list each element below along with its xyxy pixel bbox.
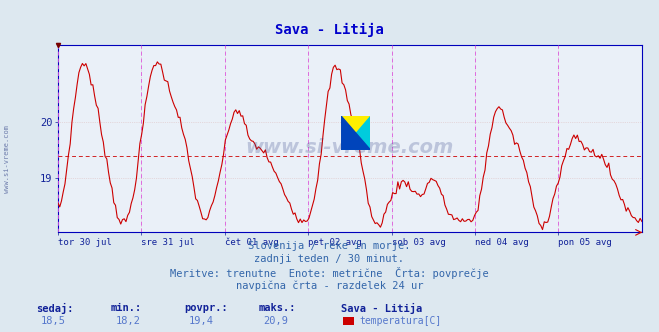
Text: sedaj:: sedaj:	[36, 302, 74, 314]
Text: www.si-vreme.com: www.si-vreme.com	[246, 138, 454, 157]
Text: Slovenija / reke in morje.: Slovenija / reke in morje.	[248, 241, 411, 251]
Text: Sava - Litija: Sava - Litija	[275, 23, 384, 37]
Text: Sava - Litija: Sava - Litija	[341, 302, 422, 314]
Text: navpična črta - razdelek 24 ur: navpična črta - razdelek 24 ur	[236, 281, 423, 291]
Text: 18,5: 18,5	[41, 316, 66, 326]
Text: www.si-vreme.com: www.si-vreme.com	[3, 125, 10, 193]
Text: maks.:: maks.:	[259, 303, 297, 313]
Text: 20,9: 20,9	[264, 316, 289, 326]
Polygon shape	[341, 116, 370, 150]
Text: 19,4: 19,4	[189, 316, 214, 326]
Polygon shape	[341, 116, 370, 150]
Text: min.:: min.:	[111, 303, 142, 313]
Text: 18,2: 18,2	[115, 316, 140, 326]
Text: Meritve: trenutne  Enote: metrične  Črta: povprečje: Meritve: trenutne Enote: metrične Črta: …	[170, 267, 489, 279]
Text: temperatura[C]: temperatura[C]	[359, 316, 442, 326]
Text: zadnji teden / 30 minut.: zadnji teden / 30 minut.	[254, 254, 405, 264]
Text: povpr.:: povpr.:	[185, 303, 228, 313]
